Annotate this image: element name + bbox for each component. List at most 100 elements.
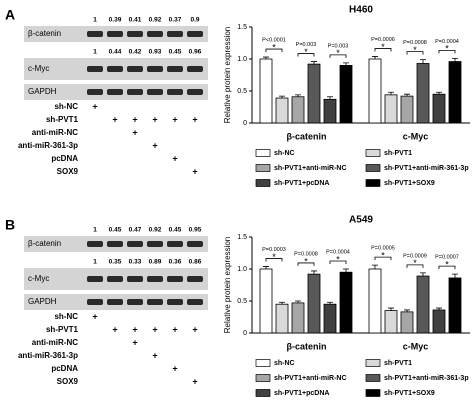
significance-marker: * bbox=[304, 256, 308, 266]
bar bbox=[448, 277, 462, 334]
p-value: P=0.003 bbox=[328, 43, 349, 49]
chart-title: H460 bbox=[349, 5, 373, 16]
error-bar bbox=[279, 95, 285, 99]
significance-marker: * bbox=[381, 251, 385, 261]
band bbox=[147, 276, 163, 282]
legend-swatch bbox=[365, 164, 381, 172]
error-bar bbox=[311, 61, 317, 65]
error-bar bbox=[404, 309, 410, 312]
density-value: 0.42 bbox=[129, 49, 142, 56]
bar bbox=[339, 271, 353, 334]
significance-bracket bbox=[438, 49, 456, 54]
density-value: 1 bbox=[93, 227, 97, 234]
p-value: P=0.0005 bbox=[371, 246, 395, 252]
significance-marker: * bbox=[272, 42, 276, 52]
band bbox=[147, 241, 163, 247]
significance-bracket bbox=[329, 260, 347, 264]
x-tick-label: β-catenin bbox=[287, 131, 327, 141]
band bbox=[87, 89, 103, 95]
bar bbox=[339, 65, 353, 124]
density-value: 0.86 bbox=[189, 259, 202, 266]
treatment-mark: + bbox=[172, 324, 177, 334]
legend-swatch bbox=[255, 149, 271, 157]
legend-swatch bbox=[255, 164, 271, 172]
density-value: 1 bbox=[93, 259, 97, 266]
density-value: 0.92 bbox=[149, 17, 162, 24]
treatment-mark: + bbox=[132, 337, 137, 347]
band bbox=[107, 276, 123, 282]
density-value: 0.47 bbox=[129, 227, 142, 234]
error-bar bbox=[279, 301, 285, 305]
density-value: 0.92 bbox=[149, 227, 162, 234]
band bbox=[87, 31, 103, 37]
x-tick-label: β-catenin bbox=[287, 341, 327, 351]
treatment-label: pcDNA bbox=[51, 154, 78, 163]
significance-marker: * bbox=[336, 254, 340, 264]
y-tick-label: 0 bbox=[243, 120, 247, 127]
band bbox=[107, 241, 123, 247]
treatment-mark: + bbox=[92, 101, 97, 111]
bar bbox=[291, 302, 305, 334]
band bbox=[107, 66, 123, 72]
significance-bracket bbox=[329, 54, 347, 58]
error-bar bbox=[372, 264, 378, 269]
error-bar bbox=[452, 57, 458, 62]
y-tick-label: 1.5 bbox=[237, 234, 247, 241]
legend-label: sh-PVT1 bbox=[384, 150, 412, 157]
legend-swatch bbox=[365, 149, 381, 157]
error-bar bbox=[327, 301, 333, 305]
treatment-mark: + bbox=[92, 311, 97, 321]
error-bar bbox=[263, 266, 269, 269]
error-bar bbox=[343, 62, 349, 66]
band bbox=[167, 276, 183, 282]
treatment-mark: + bbox=[132, 127, 137, 137]
bar bbox=[416, 63, 430, 124]
protein-label: c-Myc bbox=[28, 64, 49, 73]
band bbox=[127, 241, 143, 247]
legend-label: sh-PVT1+SOX9 bbox=[384, 180, 435, 187]
p-value: P=0.0007 bbox=[435, 255, 459, 261]
protein-label: β-catenin bbox=[28, 239, 61, 248]
band bbox=[147, 31, 163, 37]
p-value: P=0.0004 bbox=[435, 39, 459, 45]
legend-label: sh-NC bbox=[274, 360, 295, 367]
density-value: 0.39 bbox=[109, 17, 122, 24]
p-value: P=0.0006 bbox=[371, 37, 395, 43]
bar bbox=[275, 303, 289, 334]
significance-marker: * bbox=[336, 48, 340, 58]
treatment-mark: + bbox=[172, 153, 177, 163]
error-bar bbox=[404, 93, 410, 97]
density-value: 0.41 bbox=[129, 17, 142, 24]
treatment-mark: + bbox=[132, 114, 137, 124]
band bbox=[87, 299, 103, 305]
bar bbox=[323, 303, 337, 334]
band bbox=[147, 299, 163, 305]
x-tick-label: c-Myc bbox=[403, 131, 429, 141]
error-bar bbox=[372, 56, 378, 59]
bar bbox=[400, 95, 414, 124]
y-tick-label: 0.5 bbox=[237, 88, 247, 95]
error-bar bbox=[436, 91, 442, 95]
band bbox=[167, 89, 183, 95]
significance-marker: * bbox=[304, 47, 308, 57]
density-value: 0.9 bbox=[190, 17, 199, 24]
band bbox=[107, 89, 123, 95]
p-value: P<0.0001 bbox=[262, 38, 286, 44]
density-value: 0.96 bbox=[189, 49, 202, 56]
significance-marker: * bbox=[272, 252, 276, 262]
band bbox=[187, 31, 203, 37]
legend-label: sh-PVT1+anti-miR-NC bbox=[274, 165, 347, 172]
density-value: 1 bbox=[93, 49, 97, 56]
band bbox=[107, 299, 123, 305]
legend-swatch bbox=[255, 359, 271, 367]
chart-title: A549 bbox=[349, 215, 373, 226]
bar bbox=[275, 97, 289, 124]
treatment-mark: + bbox=[112, 324, 117, 334]
density-value: 0.89 bbox=[149, 259, 162, 266]
treatment-mark: + bbox=[192, 114, 197, 124]
density-value: 0.45 bbox=[109, 227, 122, 234]
x-tick-label: c-Myc bbox=[403, 341, 429, 351]
treatment-label: pcDNA bbox=[51, 364, 78, 373]
protein-label: c-Myc bbox=[28, 274, 49, 283]
density-value: 1 bbox=[93, 17, 97, 24]
